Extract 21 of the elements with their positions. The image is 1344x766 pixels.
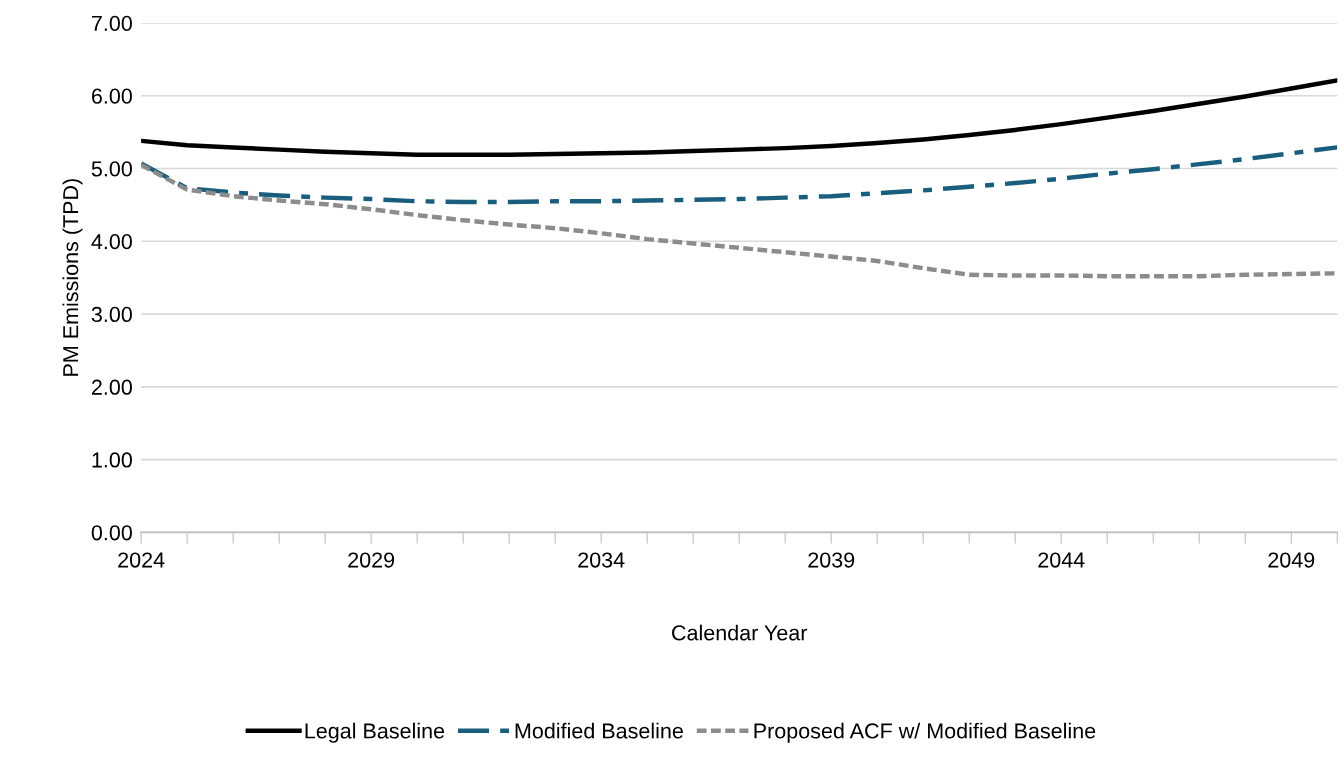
legend-label: Proposed ACF w/ Modified Baseline (754, 722, 1096, 743)
x-tick-label: 2049 (1268, 552, 1315, 568)
legend-label: Modified Baseline (515, 722, 683, 739)
line-series (141, 78, 1338, 157)
line-series (141, 145, 1338, 205)
y-tick-label: 2.00 (91, 379, 132, 395)
x-tick-label: 2029 (348, 552, 395, 568)
y-axis-title: PM Emissions (TPD) (62, 179, 83, 376)
x-tick-label: 2034 (578, 552, 625, 568)
y-tick-label: 4.00 (91, 234, 132, 250)
legend-label: Legal Baseline (305, 722, 445, 743)
y-tick-label: 5.00 (91, 161, 132, 177)
y-tick-label: 6.00 (91, 88, 132, 104)
x-tick-label: 2024 (118, 552, 165, 568)
y-tick-label: 7.00 (91, 15, 132, 31)
y-tick-label: 0.00 (91, 525, 132, 541)
y-tick-label: 3.00 (91, 306, 132, 323)
y-tick-label: 1.00 (92, 452, 132, 468)
x-tick-label: 2044 (1038, 552, 1085, 568)
x-tick-label: 2039 (808, 552, 855, 568)
x-axis-title: Calendar Year (672, 624, 808, 641)
